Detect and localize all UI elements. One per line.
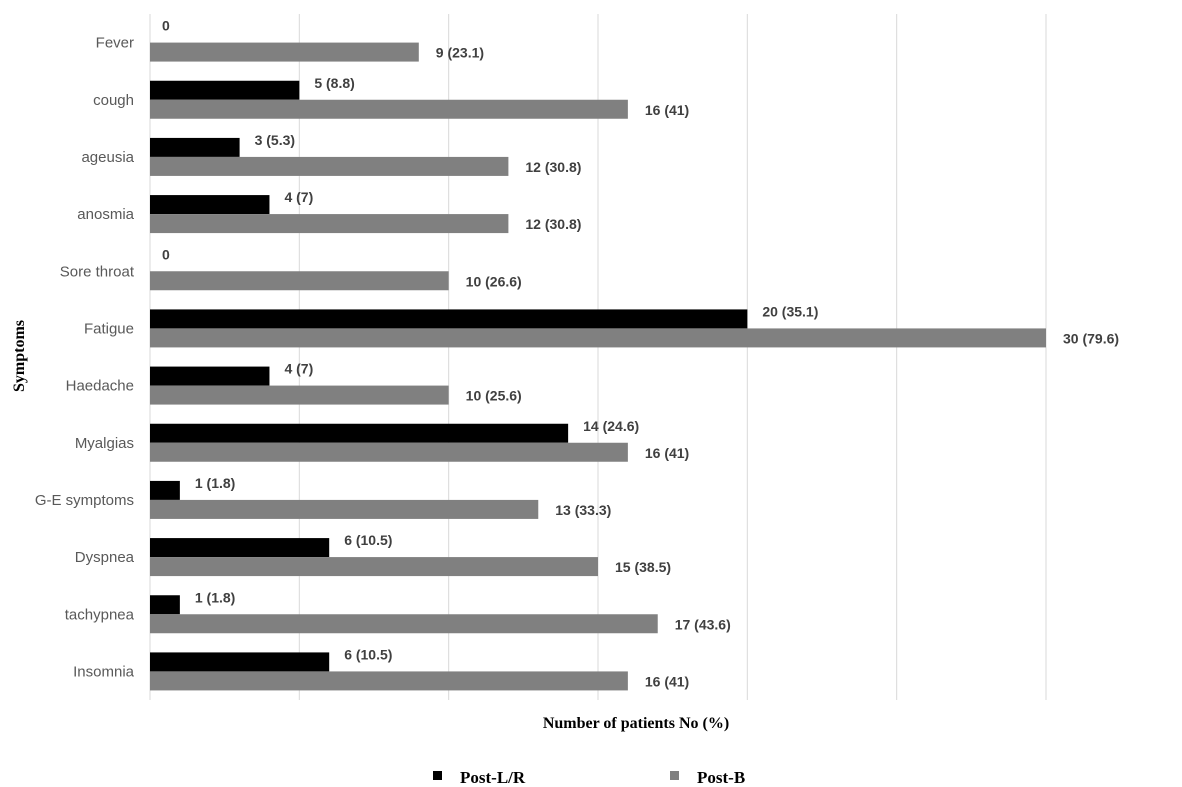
category-label: Fever — [96, 35, 134, 52]
bar-post-lr — [150, 195, 270, 215]
category-label: ageusia — [81, 149, 134, 166]
data-label: 12 (30.8) — [525, 159, 581, 175]
data-label: 16 (41) — [645, 673, 689, 689]
category-label: Haedache — [66, 378, 134, 395]
data-label: 13 (33.3) — [555, 502, 611, 518]
data-label: 20 (35.1) — [762, 303, 818, 319]
data-label: 9 (23.1) — [436, 45, 484, 61]
bar-post-lr — [150, 137, 240, 157]
bar-post-b — [150, 671, 628, 691]
legend-swatch-post-b — [670, 771, 679, 780]
category-label: Myalgias — [75, 435, 134, 452]
data-label: 6 (10.5) — [344, 532, 392, 548]
bar-post-lr — [150, 309, 748, 329]
bar-post-b — [150, 557, 598, 577]
data-label: 0 — [162, 246, 170, 262]
bar-post-lr — [150, 595, 180, 615]
y-axis-title: Symptoms — [11, 320, 28, 392]
bar-post-b — [150, 614, 658, 634]
bar-post-b — [150, 385, 449, 405]
bar-post-b — [150, 271, 449, 291]
data-label: 1 (1.8) — [195, 589, 235, 605]
bar-post-b — [150, 214, 509, 234]
category-label: cough — [93, 92, 134, 109]
data-label: 10 (26.6) — [466, 273, 522, 289]
data-label: 5 (8.8) — [314, 75, 354, 91]
data-label: 15 (38.5) — [615, 559, 671, 575]
bar-post-b — [150, 42, 419, 62]
category-label: anosmia — [77, 206, 134, 223]
gridlines — [149, 14, 1047, 700]
data-label: 16 (41) — [645, 445, 689, 461]
category-label: Insomnia — [73, 663, 135, 680]
legend: Post-L/R Post-B — [433, 768, 745, 787]
bar-post-lr — [150, 423, 569, 443]
category-label: Sore throat — [60, 263, 135, 280]
legend-label-post-b: Post-B — [697, 768, 745, 787]
bar-post-b — [150, 328, 1046, 348]
category-label: tachypnea — [65, 606, 135, 623]
data-label: 6 (10.5) — [344, 646, 392, 662]
bars — [150, 42, 1046, 691]
data-labels: 0 9 (23.1) 5 (8.8) 16 (41) 3 (5.3) 12 (30.8) 4… — [162, 18, 1119, 690]
data-label: 1 (1.8) — [195, 475, 235, 491]
category-label: Dyspnea — [75, 549, 135, 566]
data-label: 14 (24.6) — [583, 418, 639, 434]
bar-post-b — [150, 156, 509, 176]
bar-post-b — [150, 99, 628, 119]
data-label: 17 (43.6) — [675, 616, 731, 632]
bar-post-lr — [150, 480, 180, 500]
x-axis-title: Number of patients No (%) — [543, 715, 729, 732]
bar-post-lr — [150, 366, 270, 386]
data-label: 12 (30.8) — [525, 216, 581, 232]
category-labels: Fever cough ageusia anosmia Sore throat Fatig… — [35, 35, 135, 681]
legend-label-post-lr: Post-L/R — [460, 768, 526, 787]
category-label: G-E symptoms — [35, 492, 134, 509]
data-label: 3 (5.3) — [255, 132, 295, 148]
data-label: 30 (79.6) — [1063, 330, 1119, 346]
data-label: 4 (7) — [284, 189, 313, 205]
data-label: 0 — [162, 18, 170, 34]
bar-post-lr — [150, 538, 330, 558]
bar-post-b — [150, 442, 628, 462]
data-label: 4 (7) — [284, 361, 313, 377]
bar-post-lr — [150, 80, 300, 100]
bar-post-b — [150, 499, 539, 519]
data-label: 16 (41) — [645, 102, 689, 118]
category-label: Fatigue — [84, 320, 134, 337]
data-label: 10 (25.6) — [466, 388, 522, 404]
bar-post-lr — [150, 652, 330, 672]
legend-swatch-post-lr — [433, 771, 442, 780]
